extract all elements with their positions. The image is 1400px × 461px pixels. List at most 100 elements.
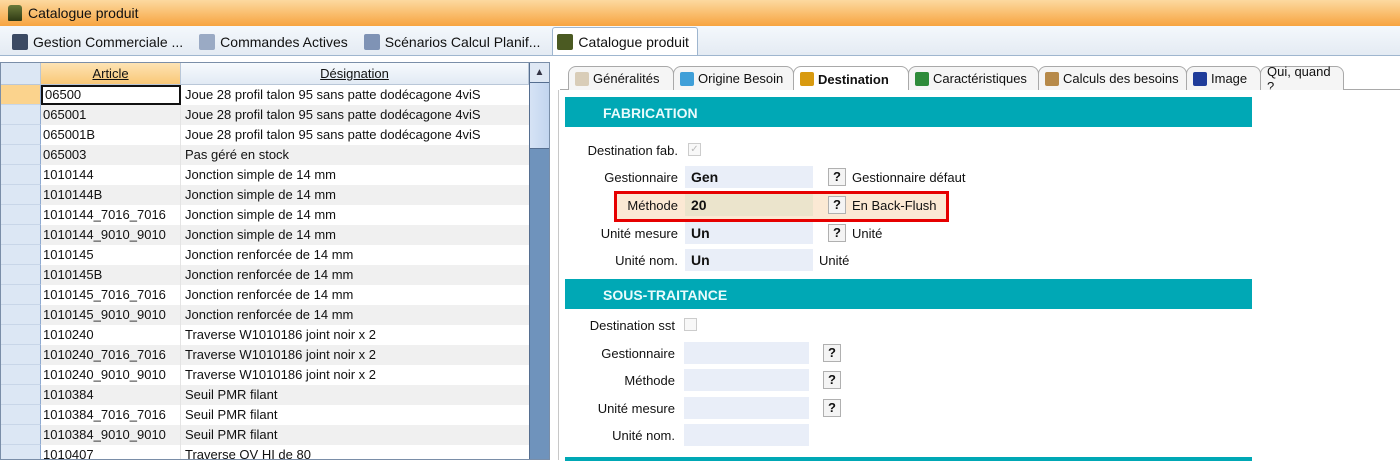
doc-tab-1[interactable]: Commandes Actives bbox=[195, 29, 356, 55]
table-row[interactable]: 1010145_7016_7016 Jonction renforcée de 1… bbox=[1, 285, 529, 305]
designation-cell[interactable]: Jonction simple de 14 mm bbox=[185, 167, 337, 182]
row-selector[interactable] bbox=[1, 205, 41, 225]
article-cell[interactable]: 1010145 bbox=[41, 245, 181, 265]
row-selector[interactable] bbox=[1, 105, 41, 125]
designation-cell[interactable]: Traverse W1010186 joint noir x 2 bbox=[185, 367, 377, 382]
sst-unite-mesure-field[interactable] bbox=[684, 397, 809, 419]
select-all-corner[interactable] bbox=[1, 63, 41, 85]
detail-tab-calculs-des-besoins[interactable]: Calculs des besoins bbox=[1038, 66, 1187, 90]
gestionnaire-help-button[interactable]: ? bbox=[828, 168, 846, 186]
article-cell[interactable]: 065003 bbox=[41, 145, 181, 165]
table-row[interactable]: 1010384_9010_9010 Seuil PMR filant bbox=[1, 425, 529, 445]
row-selector[interactable] bbox=[1, 425, 41, 445]
scrollbar-thumb[interactable] bbox=[530, 83, 549, 149]
designation-cell[interactable]: Joue 28 profil talon 95 sans patte dodéc… bbox=[185, 107, 481, 122]
detail-tab-destination[interactable]: Destination bbox=[793, 66, 909, 91]
article-cell[interactable]: 1010384_7016_7016 bbox=[41, 405, 181, 425]
doc-tab-3[interactable]: Catalogue produit bbox=[552, 27, 698, 55]
row-selector[interactable] bbox=[1, 305, 41, 325]
article-cell[interactable]: 065001B bbox=[41, 125, 181, 145]
designation-cell[interactable]: Jonction simple de 14 mm bbox=[185, 207, 337, 222]
row-selector[interactable] bbox=[1, 165, 41, 185]
vertical-scrollbar[interactable]: ▲ bbox=[529, 63, 549, 459]
destination-sst-checkbox[interactable] bbox=[684, 318, 697, 331]
article-cell[interactable]: 1010240 bbox=[41, 325, 181, 345]
detail-tab-origine-besoin[interactable]: Origine Besoin bbox=[673, 66, 794, 90]
methode-help-button[interactable]: ? bbox=[828, 196, 846, 214]
table-row[interactable]: 1010240_7016_7016 Traverse W1010186 joint… bbox=[1, 345, 529, 365]
row-selector[interactable] bbox=[1, 405, 41, 425]
sst-unite-nom-field[interactable] bbox=[684, 424, 809, 446]
destination-fab-checkbox[interactable]: ✓ bbox=[688, 143, 701, 156]
designation-cell[interactable]: Traverse W1010186 joint noir x 2 bbox=[185, 347, 377, 362]
row-selector[interactable] bbox=[1, 345, 41, 365]
table-row[interactable]: 1010145 Jonction renforcée de 14 mm bbox=[1, 245, 529, 265]
row-selector[interactable] bbox=[1, 325, 41, 345]
article-cell[interactable]: 1010240_7016_7016 bbox=[41, 345, 181, 365]
table-row[interactable]: 1010384_7016_7016 Seuil PMR filant bbox=[1, 405, 529, 425]
table-row[interactable]: 065001 Joue 28 profil talon 95 sans patte… bbox=[1, 105, 529, 125]
article-cell[interactable]: 1010144_9010_9010 bbox=[41, 225, 181, 245]
designation-cell[interactable]: Jonction simple de 14 mm bbox=[185, 187, 337, 202]
doc-tab-2[interactable]: Scénarios Calcul Planif... bbox=[360, 29, 549, 55]
designation-cell[interactable]: Jonction renforcée de 14 mm bbox=[185, 267, 354, 282]
table-row[interactable]: 1010144_7016_7016 Jonction simple de 14 m… bbox=[1, 205, 529, 225]
designation-cell[interactable]: Traverse OV HI de 80 bbox=[185, 447, 311, 460]
row-selector[interactable] bbox=[1, 445, 41, 459]
unite-mesure-help-button[interactable]: ? bbox=[828, 224, 846, 242]
designation-cell[interactable]: Traverse W1010186 joint noir x 2 bbox=[185, 327, 377, 342]
designation-cell[interactable]: Seuil PMR filant bbox=[185, 407, 278, 422]
table-row[interactable]: 1010407 Traverse OV HI de 80 bbox=[1, 445, 529, 460]
table-row[interactable]: 1010144B Jonction simple de 14 mm bbox=[1, 185, 529, 205]
column-header-designation[interactable]: Désignation bbox=[181, 63, 529, 85]
designation-cell[interactable]: Pas géré en stock bbox=[185, 147, 290, 162]
detail-tab-g-n-ralit-s[interactable]: Généralités bbox=[568, 66, 674, 90]
table-row[interactable]: 1010240_9010_9010 Traverse W1010186 joint… bbox=[1, 365, 529, 385]
article-cell[interactable]: 1010145_7016_7016 bbox=[41, 285, 181, 305]
row-selector[interactable] bbox=[1, 265, 41, 285]
designation-cell[interactable]: Joue 28 profil talon 95 sans patte dodéc… bbox=[185, 127, 481, 142]
sst-methode-help-button[interactable]: ? bbox=[823, 371, 841, 389]
designation-cell[interactable]: Seuil PMR filant bbox=[185, 427, 278, 442]
table-row[interactable]: 1010145_9010_9010 Jonction renforcée de 1… bbox=[1, 305, 529, 325]
detail-tab-qui-quand-[interactable]: Qui, quand ? bbox=[1260, 64, 1344, 94]
designation-cell[interactable]: Jonction simple de 14 mm bbox=[185, 227, 337, 242]
detail-tab-caract-ristiques[interactable]: Caractéristiques bbox=[908, 66, 1039, 90]
row-selector[interactable] bbox=[1, 385, 41, 405]
row-selector[interactable] bbox=[1, 85, 41, 105]
sst-gestionnaire-help-button[interactable]: ? bbox=[823, 344, 841, 362]
article-cell[interactable]: 1010240_9010_9010 bbox=[41, 365, 181, 385]
detail-tab-image[interactable]: Image bbox=[1186, 66, 1261, 90]
table-row[interactable]: 06500 Joue 28 profil talon 95 sans patte … bbox=[1, 85, 529, 105]
table-row[interactable]: 065001B Joue 28 profil talon 95 sans patt… bbox=[1, 125, 529, 145]
unite-mesure-field[interactable]: Un bbox=[685, 222, 813, 244]
table-row[interactable]: 1010144 Jonction simple de 14 mm bbox=[1, 165, 529, 185]
unite-nom-field[interactable]: Un bbox=[685, 249, 813, 271]
gestionnaire-field[interactable]: Gen bbox=[685, 166, 813, 188]
row-selector[interactable] bbox=[1, 225, 41, 245]
row-selector[interactable] bbox=[1, 145, 41, 165]
scroll-up-arrow-icon[interactable]: ▲ bbox=[530, 63, 549, 83]
article-cell[interactable]: 1010384 bbox=[41, 385, 181, 405]
row-selector[interactable] bbox=[1, 125, 41, 145]
designation-cell[interactable]: Jonction renforcée de 14 mm bbox=[185, 307, 354, 322]
row-selector[interactable] bbox=[1, 185, 41, 205]
designation-cell[interactable]: Joue 28 profil talon 95 sans patte dodéc… bbox=[185, 87, 481, 102]
table-row[interactable]: 065003 Pas géré en stock bbox=[1, 145, 529, 165]
designation-cell[interactable]: Jonction renforcée de 14 mm bbox=[185, 287, 354, 302]
article-cell[interactable]: 1010384_9010_9010 bbox=[41, 425, 181, 445]
sst-methode-field[interactable] bbox=[684, 369, 809, 391]
article-cell[interactable]: 06500 bbox=[41, 85, 181, 105]
sst-unite-mesure-help-button[interactable]: ? bbox=[823, 399, 841, 417]
article-cell[interactable]: 1010145B bbox=[41, 265, 181, 285]
article-grid[interactable]: Article Désignation 06500 Joue 28 profil … bbox=[0, 62, 550, 460]
doc-tab-0[interactable]: Gestion Commerciale ... bbox=[8, 29, 191, 55]
row-selector[interactable] bbox=[1, 285, 41, 305]
article-cell[interactable]: 065001 bbox=[41, 105, 181, 125]
table-row[interactable]: 1010240 Traverse W1010186 joint noir x 2 bbox=[1, 325, 529, 345]
sst-gestionnaire-field[interactable] bbox=[684, 342, 809, 364]
row-selector[interactable] bbox=[1, 365, 41, 385]
designation-cell[interactable]: Jonction renforcée de 14 mm bbox=[185, 247, 354, 262]
article-cell[interactable]: 1010144 bbox=[41, 165, 181, 185]
designation-cell[interactable]: Seuil PMR filant bbox=[185, 387, 278, 402]
